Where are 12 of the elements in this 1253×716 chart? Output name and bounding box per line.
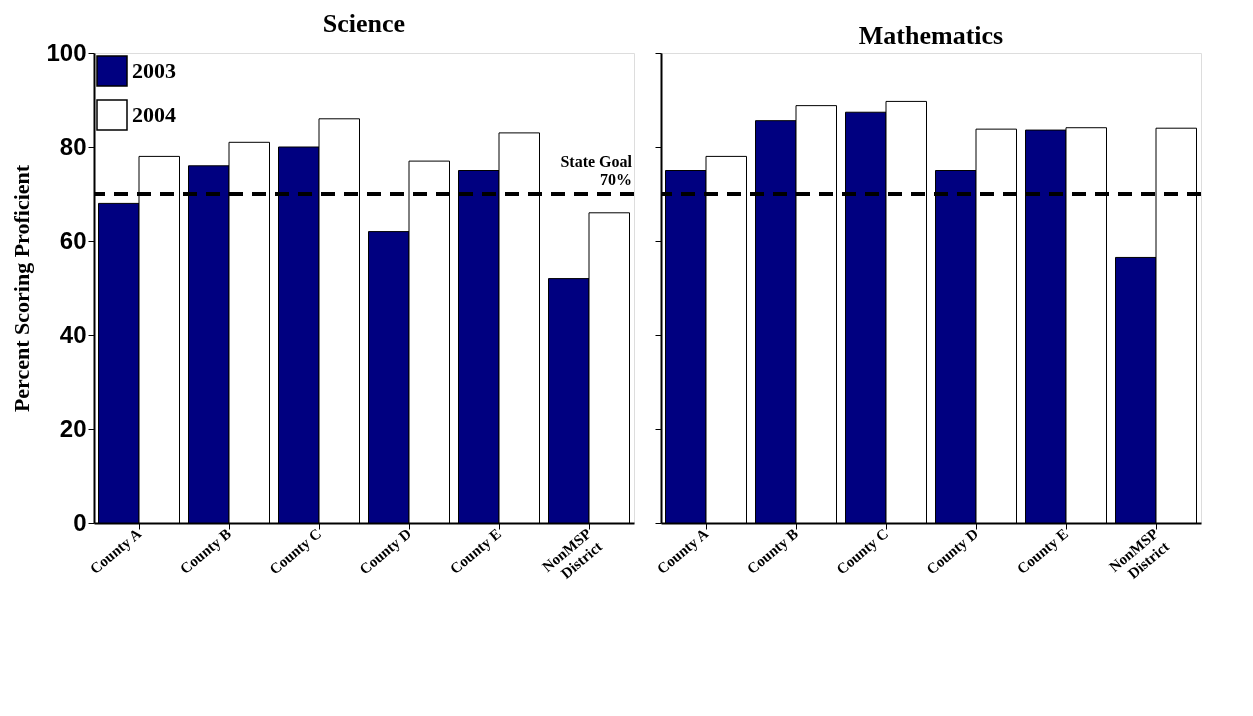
chart-title: Science bbox=[322, 9, 406, 38]
y-tick-label: 60 bbox=[59, 226, 87, 254]
ref-line-label: State Goal 70% bbox=[560, 153, 633, 188]
legend-label: 2004 bbox=[132, 102, 176, 127]
legend-label: 2003 bbox=[132, 58, 176, 83]
y-tick-label: 100 bbox=[46, 38, 87, 66]
y-tick-label: 20 bbox=[59, 414, 87, 442]
y-tick-label: 80 bbox=[59, 132, 87, 160]
chart-title: Mathematics bbox=[858, 20, 1004, 50]
y-tick-label: 0 bbox=[73, 508, 87, 536]
y-tick-label: 40 bbox=[59, 320, 87, 348]
y-axis-title: Percent Scoring Proficient bbox=[9, 164, 35, 413]
